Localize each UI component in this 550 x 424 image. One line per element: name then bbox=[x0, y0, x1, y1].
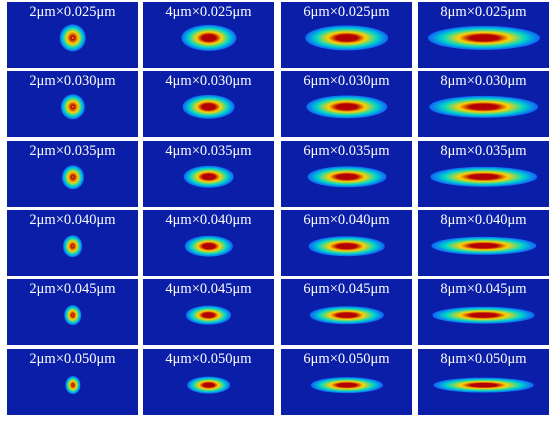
mode-field-spot bbox=[432, 306, 535, 324]
mode-field-spot bbox=[59, 24, 86, 52]
mode-field-spot bbox=[185, 305, 232, 325]
panel-label: 8μm×0.030μm bbox=[440, 73, 527, 89]
panel-label: 8μm×0.045μm bbox=[440, 281, 527, 297]
mode-field-spot bbox=[310, 377, 383, 393]
mode-panel: 4μm×0.040μm bbox=[143, 210, 274, 276]
mode-field-spot bbox=[183, 165, 234, 189]
panel-label: 8μm×0.025μm bbox=[440, 4, 527, 20]
mode-panel: 8μm×0.050μm bbox=[418, 349, 549, 415]
panel-label: 6μm×0.045μm bbox=[303, 281, 390, 297]
mode-field-spot bbox=[304, 25, 389, 51]
mode-panel: 4μm×0.025μm bbox=[143, 2, 274, 68]
mode-field-spot bbox=[62, 235, 83, 257]
panel-label: 4μm×0.030μm bbox=[165, 73, 252, 89]
mode-panel: 8μm×0.040μm bbox=[418, 210, 549, 276]
mode-panel: 8μm×0.045μm bbox=[418, 279, 549, 345]
mode-field-spot bbox=[305, 95, 388, 119]
mode-panel: 2μm×0.030μm bbox=[7, 71, 138, 137]
mode-panel: 6μm×0.040μm bbox=[281, 210, 412, 276]
panel-label: 4μm×0.025μm bbox=[165, 4, 252, 20]
mode-field-spot bbox=[61, 165, 84, 189]
mode-field-spot bbox=[306, 166, 387, 188]
panel-label: 6μm×0.030μm bbox=[303, 73, 390, 89]
mode-panel: 2μm×0.050μm bbox=[7, 349, 138, 415]
mode-panel: 4μm×0.030μm bbox=[143, 71, 274, 137]
mode-panel: 6μm×0.045μm bbox=[281, 279, 412, 345]
mode-field-spot bbox=[427, 25, 540, 51]
panel-label: 6μm×0.050μm bbox=[303, 351, 390, 367]
mode-panel: 6μm×0.035μm bbox=[281, 141, 412, 207]
panel-label: 2μm×0.030μm bbox=[29, 73, 116, 89]
mode-field-spot bbox=[186, 376, 231, 394]
panel-label: 6μm×0.040μm bbox=[303, 212, 390, 228]
mode-panel: 4μm×0.035μm bbox=[143, 141, 274, 207]
panel-label: 8μm×0.040μm bbox=[440, 212, 527, 228]
panel-label: 4μm×0.040μm bbox=[165, 212, 252, 228]
panel-label: 4μm×0.050μm bbox=[165, 351, 252, 367]
mode-panel: 6μm×0.025μm bbox=[281, 2, 412, 68]
panel-label: 4μm×0.035μm bbox=[165, 143, 252, 159]
mode-field-spot bbox=[428, 95, 539, 119]
panel-label: 2μm×0.025μm bbox=[29, 4, 116, 20]
mode-field-spot bbox=[64, 376, 81, 394]
mode-field-spot bbox=[308, 236, 385, 256]
mode-field-spot bbox=[309, 306, 384, 324]
panel-label: 6μm×0.035μm bbox=[303, 143, 390, 159]
panel-label: 6μm×0.025μm bbox=[303, 4, 390, 20]
mode-panel: 8μm×0.035μm bbox=[418, 141, 549, 207]
mode-field-spot bbox=[429, 166, 538, 188]
mode-field-spot bbox=[180, 24, 237, 52]
panel-label: 2μm×0.035μm bbox=[29, 143, 116, 159]
mode-field-spot bbox=[184, 235, 233, 257]
mode-field-spot bbox=[182, 94, 235, 120]
mode-panel: 8μm×0.030μm bbox=[418, 71, 549, 137]
mode-panel: 2μm×0.040μm bbox=[7, 210, 138, 276]
panel-label: 2μm×0.050μm bbox=[29, 351, 116, 367]
panel-label: 2μm×0.045μm bbox=[29, 281, 116, 297]
mode-panel: 4μm×0.045μm bbox=[143, 279, 274, 345]
mode-panel: 6μm×0.030μm bbox=[281, 71, 412, 137]
panel-label: 8μm×0.035μm bbox=[440, 143, 527, 159]
mode-panel: 2μm×0.045μm bbox=[7, 279, 138, 345]
mode-field-spot bbox=[433, 377, 534, 393]
mode-field-spot bbox=[63, 305, 82, 325]
panel-label: 2μm×0.040μm bbox=[29, 212, 116, 228]
mode-panel: 2μm×0.035μm bbox=[7, 141, 138, 207]
panel-label: 4μm×0.045μm bbox=[165, 281, 252, 297]
mode-panel: 8μm×0.025μm bbox=[418, 2, 549, 68]
mode-panel: 4μm×0.050μm bbox=[143, 349, 274, 415]
panel-label: 8μm×0.050μm bbox=[440, 351, 527, 367]
mode-panel: 6μm×0.050μm bbox=[281, 349, 412, 415]
mode-field-spot bbox=[60, 94, 85, 120]
mode-field-spot bbox=[430, 236, 537, 256]
mode-panel: 2μm×0.025μm bbox=[7, 2, 138, 68]
